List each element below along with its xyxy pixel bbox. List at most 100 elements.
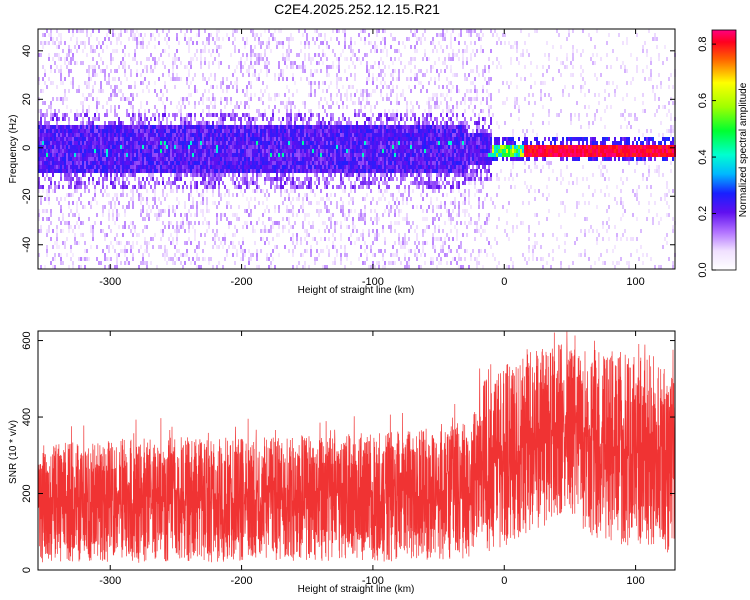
spectrogram-cell	[138, 265, 140, 269]
spectrogram-cell	[148, 133, 150, 137]
spectrogram-cell	[60, 221, 62, 225]
spectrogram-cell	[294, 117, 296, 121]
spectrogram-cell	[142, 37, 144, 41]
spectrogram-cell	[384, 41, 386, 45]
spectrogram-cell	[188, 225, 190, 229]
spectrogram-cell	[318, 45, 320, 49]
spectrogram-cell	[328, 169, 330, 173]
spectrogram-cell	[292, 241, 294, 245]
spectrogram-cell	[260, 157, 262, 161]
spectrogram-cell	[356, 57, 358, 61]
spectrogram-cell	[114, 141, 116, 145]
spectrogram-cell	[260, 41, 262, 45]
spectrogram-cell	[348, 145, 350, 149]
spectrogram-cell	[358, 133, 360, 137]
spectrogram-cell	[128, 113, 130, 117]
spectrogram-cell	[380, 249, 382, 253]
spectrogram-cell	[88, 217, 90, 221]
spectrogram-cell	[196, 181, 198, 185]
spectrogram-cell	[336, 153, 338, 157]
spectrogram-cell	[114, 173, 116, 177]
spectrogram-cell	[270, 137, 272, 141]
spectrogram-cell	[296, 113, 298, 117]
spectrogram-cell	[330, 125, 332, 129]
spectrogram-cell	[58, 97, 60, 101]
spectrogram-cell	[180, 113, 182, 117]
spectrogram-cell	[374, 161, 376, 165]
spectrogram-cell	[398, 145, 400, 149]
spectrogram-cell	[176, 165, 178, 169]
spectrogram-cell	[86, 33, 88, 37]
spectrogram-cell	[146, 137, 148, 141]
spectrogram-cell	[354, 153, 356, 157]
spectrogram-cell	[116, 145, 118, 149]
spectrogram-cell	[250, 257, 252, 261]
spectrogram-cell	[266, 253, 268, 257]
spectrogram-cell	[130, 197, 132, 201]
spectrogram-cell	[248, 125, 250, 129]
spectrogram-cell	[94, 157, 96, 161]
spectrogram-cell	[282, 41, 284, 45]
spectrogram-cell	[234, 181, 236, 185]
spectrogram-cell	[396, 165, 398, 169]
spectrogram-cell	[334, 129, 336, 133]
spectrogram-cell	[62, 113, 64, 117]
spectrogram-cell	[366, 169, 368, 173]
spectrogram-cell	[42, 129, 44, 133]
spectrogram-cell	[278, 61, 280, 65]
spectrogram-cell	[88, 81, 90, 85]
spectrogram-cell	[198, 33, 200, 37]
spectrogram-cell	[196, 157, 198, 161]
spectrogram-cell	[392, 129, 394, 133]
spectrogram-cell	[322, 161, 324, 165]
spectrogram-cell	[234, 141, 236, 145]
spectrogram-cell	[192, 125, 194, 129]
spectrogram-cell	[158, 57, 160, 61]
spectrogram-cell	[156, 145, 158, 149]
spectrogram-cell	[76, 145, 78, 149]
spectrogram-cell	[196, 145, 198, 149]
spectrogram-cell	[38, 209, 40, 213]
spectrogram-cell	[206, 161, 208, 165]
spectrogram-cell	[56, 129, 58, 133]
spectrogram-cell	[308, 161, 310, 165]
spectrogram-cell	[274, 137, 276, 141]
spectrogram-cell	[170, 233, 172, 237]
spectrogram-cell	[162, 73, 164, 77]
spectrogram-cell	[246, 37, 248, 41]
spectrogram-cell	[348, 193, 350, 197]
spectrogram-cell	[142, 89, 144, 93]
spectrogram-cell	[206, 185, 208, 189]
spectrogram-cell	[396, 101, 398, 105]
spectrogram-cell	[398, 129, 400, 133]
spectrogram-cell	[242, 129, 244, 133]
spectrogram-cell	[226, 249, 228, 253]
spectrogram-cell	[76, 201, 78, 205]
spectrogram-cell	[382, 29, 384, 33]
spectrogram-cell	[370, 149, 372, 153]
spectrogram-cell	[66, 161, 68, 165]
spectrogram-cell	[386, 133, 388, 137]
spectrogram-cell	[110, 229, 112, 233]
spectrogram-cell	[92, 89, 94, 93]
spectrogram-cell	[180, 221, 182, 225]
spectrogram-cell	[74, 149, 76, 153]
spectrogram-cell	[306, 141, 308, 145]
spectrogram-cell	[358, 157, 360, 161]
spectrogram-cell	[162, 61, 164, 65]
spectrogram-cell	[160, 149, 162, 153]
spectrogram-cell	[364, 41, 366, 45]
spectrogram-cell	[368, 233, 370, 237]
spectrogram-cell	[140, 209, 142, 213]
spectrogram-cell	[194, 85, 196, 89]
spectrogram-cell	[152, 113, 154, 117]
spectrogram-cell	[264, 153, 266, 157]
spectrogram-cell	[384, 261, 386, 265]
spectrogram-cell	[188, 157, 190, 161]
spectrogram-cell	[152, 33, 154, 37]
spectrogram-cell	[66, 141, 68, 145]
spectrogram-cell	[130, 229, 132, 233]
spectrogram-cell	[342, 181, 344, 185]
spectrogram-cell	[78, 197, 80, 201]
spectrogram-cell	[312, 73, 314, 77]
